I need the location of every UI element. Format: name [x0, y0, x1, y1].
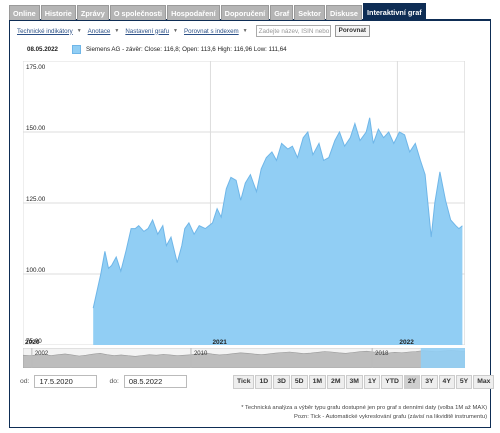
technical-indicators-menu[interactable]: Technické indikátory: [17, 27, 73, 35]
zoom-button-3y[interactable]: 3Y: [421, 375, 438, 389]
tab-9[interactable]: Interaktivní graf: [362, 3, 426, 20]
navigator-label: 2018: [375, 351, 389, 357]
y-tick-label: 150.00: [26, 125, 46, 132]
chevron-down-icon: ▼: [76, 28, 82, 34]
tab-8[interactable]: Diskuse: [325, 5, 362, 20]
date-range: od: 17.5.2020 do: 08.5.2022: [20, 375, 187, 388]
navigator-chart[interactable]: 2002 2010 2018: [23, 348, 465, 368]
chevron-down-icon: ▼: [242, 28, 248, 34]
tab-bar: Online Historie Zprávy O společnosti Hospoda…: [9, 3, 426, 20]
legend-date: 08.05.2022: [27, 45, 58, 53]
compare-button[interactable]: Porovnat: [334, 25, 370, 37]
series-swatch: [71, 44, 81, 54]
tab-3[interactable]: O společnosti: [109, 5, 167, 20]
tab-1[interactable]: Historie: [40, 5, 76, 20]
navigator-label: 2002: [35, 351, 49, 357]
compare-index-menu[interactable]: Porovnat s indexem: [183, 27, 239, 35]
tab-4[interactable]: Hospodaření: [167, 5, 220, 20]
zoom-button-tick[interactable]: Tick: [233, 375, 255, 389]
zoom-button-1d[interactable]: 1D: [255, 375, 273, 389]
tab-2[interactable]: Zprávy: [76, 5, 109, 20]
tab-0[interactable]: Online: [9, 5, 40, 20]
y-tick-label: 100.00: [26, 267, 46, 274]
zoom-button-3d[interactable]: 3D: [273, 375, 290, 389]
tab-5[interactable]: Doporučení: [220, 5, 270, 20]
zoom-button-5y[interactable]: 5Y: [455, 375, 473, 389]
to-date-input[interactable]: 08.5.2022: [123, 375, 187, 388]
annotations-menu[interactable]: Anotace: [87, 27, 111, 35]
zoom-button-2m[interactable]: 2M: [327, 375, 345, 389]
chart-settings-menu[interactable]: Nastavení grafu: [125, 27, 170, 35]
zoom-button-3m[interactable]: 3M: [345, 375, 363, 389]
compare-search-input[interactable]: Zadejte název, ISIN nebo: [255, 25, 331, 37]
footnote-2: Pozn: Tick - Automatické vykreslování gr…: [294, 414, 487, 420]
x-tick-label: 2022: [399, 339, 414, 345]
tab-7[interactable]: Sektor: [294, 5, 325, 20]
navigator-label: 2010: [194, 351, 208, 357]
zoom-button-5d[interactable]: 5D: [290, 375, 308, 389]
from-label: od:: [20, 378, 30, 385]
x-tick-label: 2020: [25, 339, 40, 345]
zoom-button-1y[interactable]: 1Y: [363, 375, 381, 389]
widget-frame: [9, 19, 491, 428]
zoom-button-1m[interactable]: 1M: [308, 375, 327, 389]
chevron-down-icon: ▼: [114, 28, 120, 34]
chart-toolbar: Technické indikátory ▼ Anotace ▼ Nastave…: [17, 24, 370, 38]
y-tick-label: 175.00: [26, 64, 46, 71]
y-tick-label: 125.00: [26, 196, 46, 203]
tab-6[interactable]: Graf: [270, 5, 294, 20]
zoom-button-4y[interactable]: 4Y: [438, 375, 455, 389]
zoom-button-ytd[interactable]: YTD: [381, 375, 403, 389]
legend-text: Siemens AG - závěr: Close: 116,8; Open: …: [85, 45, 287, 53]
chart-legend: 08.05.2022 Siemens AG - závěr: Close: 11…: [27, 43, 287, 55]
zoom-button-2y[interactable]: 2Y: [403, 375, 421, 389]
from-date-input[interactable]: 17.5.2020: [34, 375, 98, 388]
x-tick-label: 2021: [212, 339, 227, 345]
series-line: [92, 117, 463, 309]
navigator-history: [23, 350, 465, 368]
zoom-button-max[interactable]: Max: [473, 375, 495, 389]
chevron-down-icon: ▼: [173, 28, 178, 34]
y-tick-label: 75.00: [26, 338, 42, 345]
to-label: do:: [109, 378, 119, 385]
navigator-selection: [420, 348, 465, 368]
series-area: [93, 117, 463, 345]
zoom-buttons: Tick 1D 3D 5D 1M 2M 3M 1Y YTD 2Y 3Y 4Y 5Y Max: [233, 375, 495, 389]
footnote-1: * Technická analýza a výběr typu grafu d…: [241, 405, 487, 411]
